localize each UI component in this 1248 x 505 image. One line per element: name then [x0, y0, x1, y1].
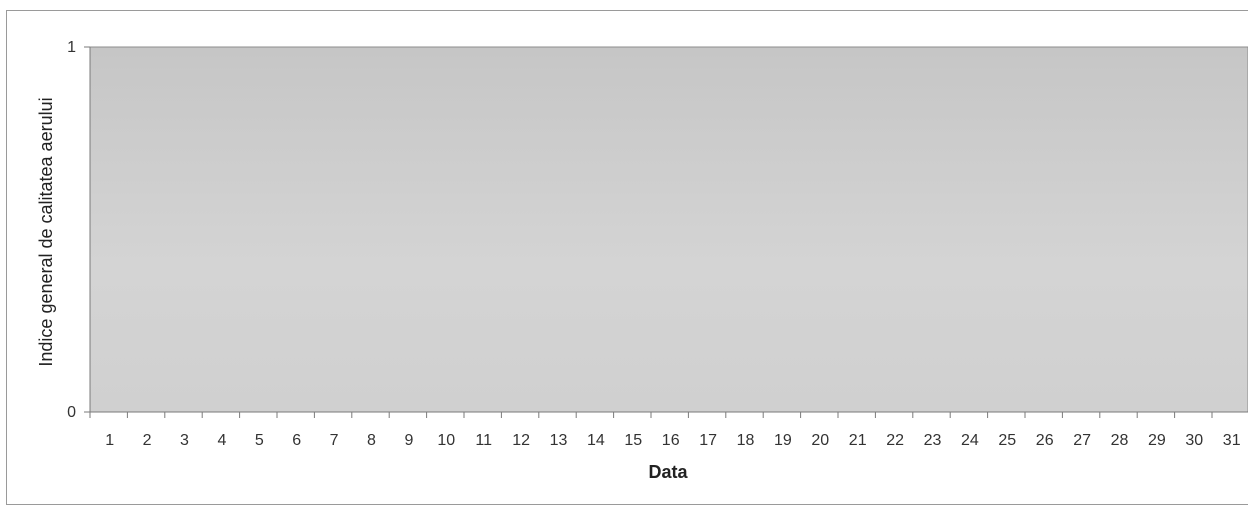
x-tick-label: 13: [550, 432, 568, 449]
x-tick-label: 18: [737, 432, 755, 449]
x-tick-label: 22: [886, 432, 904, 449]
y-tick-label: 1: [67, 39, 76, 56]
y-axis: 01: [67, 39, 91, 421]
x-tick-label: 7: [330, 432, 339, 449]
x-tick-label: 31: [1223, 432, 1241, 449]
x-tick-label: 16: [662, 432, 680, 449]
x-tick-label: 3: [180, 432, 189, 449]
plot-area: [89, 46, 1248, 413]
y-tick-label: 0: [67, 404, 76, 421]
x-tick-label: 2: [143, 432, 152, 449]
x-axis-title: Data: [648, 462, 688, 482]
x-tick-label: 15: [624, 432, 642, 449]
x-tick-label: 9: [404, 432, 413, 449]
x-tick-label: 25: [998, 432, 1016, 449]
x-tick-label: 5: [255, 432, 264, 449]
x-axis: 1 2 3 4 5 6 7 8 9 10 11 12 13 14 15 16 17 18 19 20 21 22 23 24 2…: [89, 411, 1248, 449]
x-tick-label: 8: [367, 432, 376, 449]
x-tick-label: 23: [924, 432, 942, 449]
x-tick-label: 6: [292, 432, 301, 449]
x-tick-label: 4: [217, 432, 226, 449]
x-tick-label: 27: [1073, 432, 1091, 449]
x-tick-label: 17: [699, 432, 717, 449]
x-tick-label: 24: [961, 432, 979, 449]
x-tick-label: 20: [811, 432, 829, 449]
y-axis-title: Indice general de calitatea aerului: [36, 97, 56, 366]
x-tick-label: 10: [437, 432, 455, 449]
series-area: [89, 46, 1248, 413]
x-tick-label: 21: [849, 432, 867, 449]
x-tick-label: 1: [105, 432, 114, 449]
x-tick-label: 30: [1185, 432, 1203, 449]
x-tick-label: 26: [1036, 432, 1054, 449]
x-tick-label: 19: [774, 432, 792, 449]
x-tick-label: 29: [1148, 432, 1166, 449]
x-tick-label: 12: [512, 432, 530, 449]
x-tick-label: 14: [587, 432, 605, 449]
x-tick-label: 28: [1111, 432, 1129, 449]
x-tick-label: 11: [475, 432, 492, 449]
